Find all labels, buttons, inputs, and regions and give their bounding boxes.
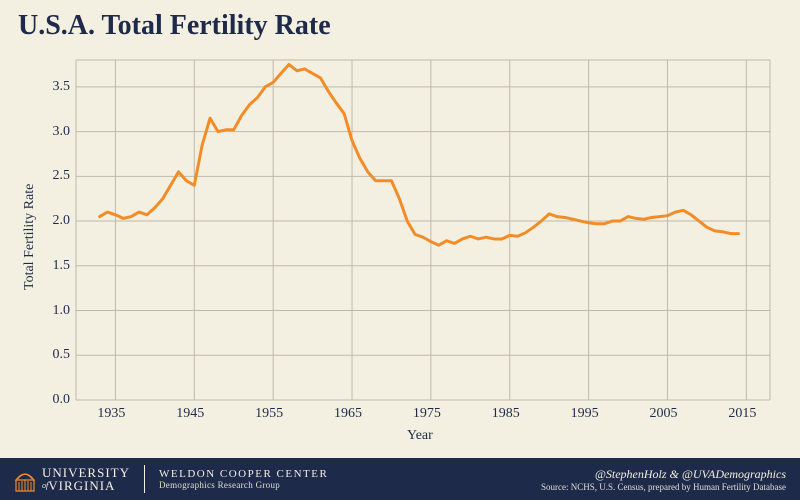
credit-handles: @StephenHolz & @UVADemographics (541, 467, 786, 482)
x-tick-label: 1945 (176, 406, 204, 422)
cooper-center: WELDON COOPER CENTER Demographics Resear… (159, 468, 328, 490)
y-tick-label: 3.0 (53, 124, 71, 140)
y-axis-label: Total Fertility Rate (22, 184, 38, 290)
fertility-chart (0, 0, 800, 458)
rotunda-icon (14, 466, 36, 492)
x-tick-label: 1935 (97, 406, 125, 422)
y-tick-label: 3.5 (53, 79, 71, 95)
page: U.S.A. Total Fertility Rate Total Fertil… (0, 0, 800, 500)
x-tick-label: 2015 (728, 406, 756, 422)
y-tick-label: 0.0 (53, 392, 71, 408)
uva-virginia: VIRGINIA (48, 478, 115, 493)
x-tick-label: 1965 (334, 406, 362, 422)
y-tick-label: 2.5 (53, 168, 71, 184)
cooper-sub: Demographics Research Group (159, 480, 328, 490)
x-axis-label: Year (407, 428, 433, 444)
uva-logo: UNIVERSITY ofVIRGINIA (14, 466, 130, 492)
y-tick-label: 0.5 (53, 347, 71, 363)
x-tick-label: 1995 (571, 406, 599, 422)
footer-bar: UNIVERSITY ofVIRGINIA WELDON COOPER CENT… (0, 458, 800, 500)
footer-divider (144, 465, 145, 493)
y-tick-label: 2.0 (53, 213, 71, 229)
x-tick-label: 2005 (649, 406, 677, 422)
uva-wordmark: UNIVERSITY ofVIRGINIA (42, 466, 130, 492)
x-tick-label: 1985 (492, 406, 520, 422)
x-tick-label: 1975 (413, 406, 441, 422)
x-tick-label: 1955 (255, 406, 283, 422)
credit-source: Source: NCHS, U.S. Census, prepared by H… (541, 482, 786, 492)
cooper-main: WELDON COOPER CENTER (159, 468, 328, 480)
y-tick-label: 1.5 (53, 258, 71, 274)
footer-left: UNIVERSITY ofVIRGINIA WELDON COOPER CENT… (14, 465, 328, 493)
y-tick-label: 1.0 (53, 303, 71, 319)
footer-right: @StephenHolz & @UVADemographics Source: … (541, 467, 786, 492)
